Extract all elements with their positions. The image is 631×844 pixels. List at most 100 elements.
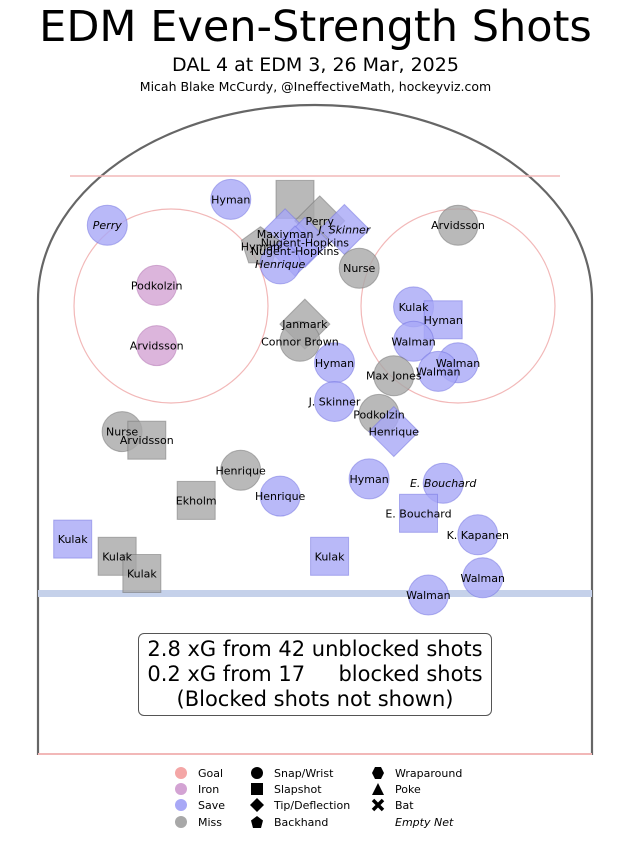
legend-empty-net-label: Empty Net xyxy=(395,816,454,829)
shot-marker-save-circle xyxy=(86,204,128,246)
shot-label: Walman xyxy=(416,365,460,378)
xg-blocked-line: 0.2 xG from 17 blocked shots xyxy=(147,662,483,686)
shot-marker-miss-circle xyxy=(437,204,479,246)
shot-marker-miss-square xyxy=(176,480,216,520)
shot-label: Arvidsson xyxy=(130,340,184,353)
shot-label: Hyman xyxy=(211,193,250,206)
shot-label: J. Skinner xyxy=(308,396,361,409)
legend-goal-label: Goal xyxy=(198,767,224,780)
shot-marker-save-circle xyxy=(259,475,301,517)
shot-label: Podkolzin xyxy=(353,408,405,421)
shot-label: Walman xyxy=(406,589,450,602)
shot-label: Kulak xyxy=(127,568,157,581)
shot-label: Henrique xyxy=(255,258,306,271)
shot-marker-save-square xyxy=(310,536,350,576)
shot-label: E. Bouchard xyxy=(410,477,477,490)
chart-subtitle: DAL 4 at EDM 3, 26 Mar, 2025 xyxy=(172,54,459,76)
shot-label: Henrique xyxy=(255,490,306,503)
shot-marks xyxy=(53,178,504,616)
shot-label: Walman xyxy=(461,572,505,585)
legend-iron-label: Iron xyxy=(198,783,220,796)
shot-label: Arvidsson xyxy=(431,219,485,232)
shot-label: Nurse xyxy=(106,426,138,439)
shot-marker-save-circle xyxy=(422,462,464,504)
pentagon-icon xyxy=(251,816,263,828)
shot-marker-save-diamond xyxy=(368,405,420,458)
shot-marker-iron-circle xyxy=(136,264,178,306)
chart-credit: Micah Blake McCurdy, @IneffectiveMath, h… xyxy=(139,79,492,94)
shot-label: Janmark xyxy=(281,318,328,331)
shot-label: Hyman xyxy=(241,241,280,254)
shot-label: Walman xyxy=(391,335,435,348)
shot-marker-miss-circle xyxy=(373,355,415,397)
shot-label: Henrique xyxy=(369,426,420,439)
shot-marker-save-circle xyxy=(393,320,435,362)
legend-wraparound-label: Wraparound xyxy=(395,767,463,780)
shot-marker-miss-square xyxy=(127,420,167,460)
xg-summary-box: 2.8 xG from 42 unblocked shots 0.2 xG fr… xyxy=(138,633,492,716)
circle-icon xyxy=(251,767,263,779)
diamond-icon xyxy=(250,798,264,812)
legend-miss-label: Miss xyxy=(198,816,223,829)
legend: Goal Iron Save Miss Snap/Wrist Slapshot … xyxy=(0,764,631,844)
faceoff-circle-left xyxy=(73,208,269,404)
miss-marker-icon xyxy=(175,816,187,828)
shot-label: Kulak xyxy=(399,301,429,314)
shot-label: Kulak xyxy=(102,550,132,563)
hexagon-icon xyxy=(372,767,384,779)
shot-label: Connor Brown xyxy=(261,335,339,348)
shot-marker-miss-circle xyxy=(338,247,380,289)
goal-marker-icon xyxy=(175,767,187,779)
legend-snap-wrist-label: Snap/Wrist xyxy=(274,767,334,780)
shot-label: Nugent-Hopkins xyxy=(261,236,350,249)
shot-label: Nugent-Hopkins xyxy=(251,245,340,258)
shot-label: Maxiyman xyxy=(257,228,314,241)
shot-label: Perry xyxy=(93,219,122,232)
shot-marker-save-square xyxy=(399,493,438,533)
legend-backhand-label: Backhand xyxy=(274,816,329,829)
boards-outline xyxy=(36,103,594,755)
shot-marker-save-circle xyxy=(457,514,499,556)
chart-title: EDM Even-Strength Shots xyxy=(39,2,592,52)
shot-marker-save-circle xyxy=(259,243,301,285)
cross-icon xyxy=(371,798,385,812)
shot-label: Hyman xyxy=(424,314,463,327)
shot-marker-save-circle xyxy=(210,178,252,220)
shot-marker-save-circle xyxy=(407,574,449,616)
shot-label: Nurse xyxy=(343,262,375,275)
save-marker-icon xyxy=(175,799,187,811)
shot-label: Hyman xyxy=(315,357,354,370)
shot-label: Kulak xyxy=(315,550,345,563)
shot-label: K. Kapanen xyxy=(447,529,509,542)
legend-tip-label: Tip/Deflection xyxy=(274,799,351,812)
triangle-icon xyxy=(372,783,384,795)
shot-marker-save-circle xyxy=(417,350,459,392)
legend-poke-label: Poke xyxy=(395,783,421,796)
shot-marker-miss-circle xyxy=(220,449,262,491)
shot-label: Podkolzin xyxy=(131,279,183,292)
square-icon xyxy=(251,783,263,795)
legend-save-label: Save xyxy=(198,799,226,812)
shot-marker-miss-circle xyxy=(279,320,321,362)
shot-label: Kulak xyxy=(58,533,88,546)
shot-label: Arvidsson xyxy=(120,434,174,447)
shot-marker-save-circle xyxy=(314,381,356,422)
legend-bat-label: Bat xyxy=(395,799,414,812)
shot-label: Max Jones xyxy=(366,370,422,383)
shot-label: Perry xyxy=(306,215,335,228)
shot-marker-iron-circle xyxy=(136,325,178,367)
shot-label: E. Bouchard xyxy=(385,507,451,520)
shot-marker-save-circle xyxy=(348,458,390,500)
xg-unblocked-line: 2.8 xG from 42 unblocked shots xyxy=(147,637,483,661)
blue-line xyxy=(38,590,592,597)
shot-label: J. Skinner xyxy=(316,224,371,237)
shot-marker-miss-square xyxy=(122,554,162,593)
shot-marker-save-square xyxy=(53,519,93,559)
shot-label: Hyman xyxy=(349,473,388,486)
legend-slapshot-label: Slapshot xyxy=(274,783,322,796)
shot-label: Walman xyxy=(436,357,480,370)
iron-marker-icon xyxy=(175,783,187,795)
shot-marker-save-circle xyxy=(462,557,504,599)
